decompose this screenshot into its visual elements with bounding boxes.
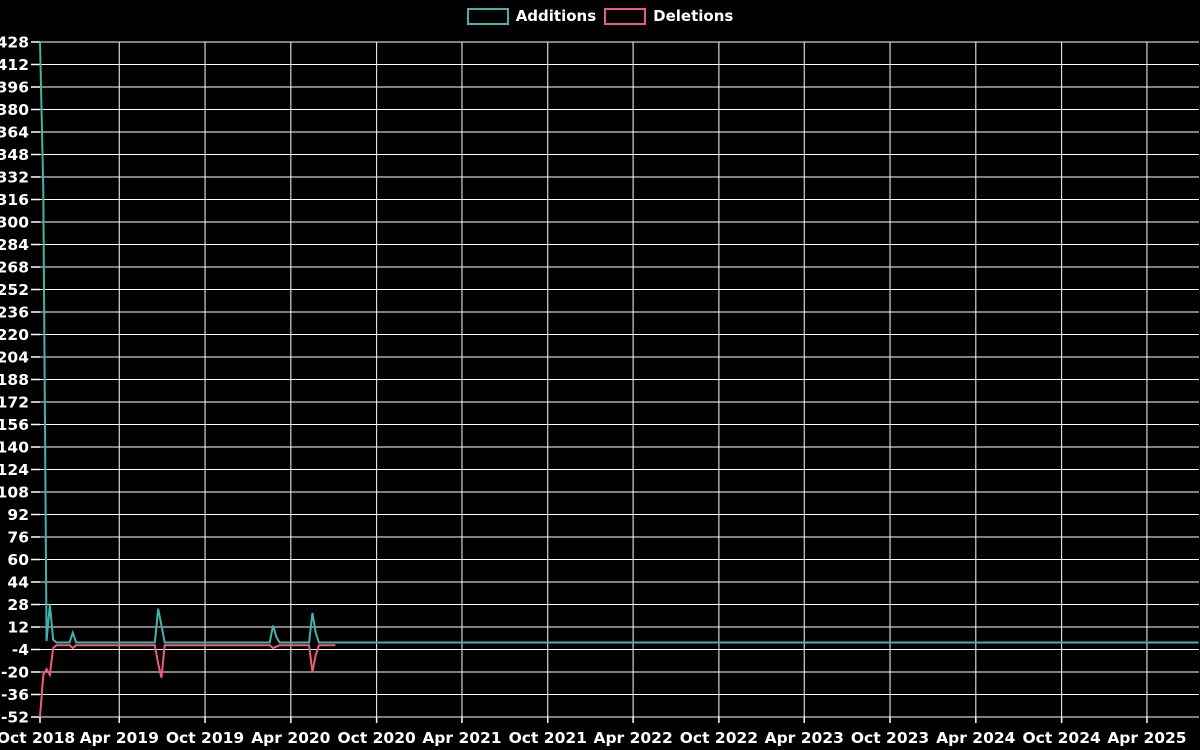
x-tick-label: Oct 2019 <box>166 729 244 747</box>
y-tick-label: 204 <box>0 349 29 367</box>
y-tick-label: 92 <box>7 506 29 524</box>
y-tick-label: 172 <box>0 394 29 412</box>
x-tick-label: Oct 2024 <box>1022 729 1101 747</box>
y-tick-label: -36 <box>1 686 29 704</box>
vertical-gridlines <box>118 42 1148 717</box>
y-tick-label: -20 <box>1 664 29 682</box>
y-tick-label: 28 <box>7 596 29 614</box>
y-tick-label: 124 <box>0 461 29 479</box>
y-tick-label: 220 <box>0 326 29 344</box>
y-tick-label: 348 <box>0 146 29 164</box>
y-tick-label: 268 <box>0 259 29 277</box>
y-tick-label: 140 <box>0 439 29 457</box>
data-series-lines <box>39 41 1199 718</box>
y-tick-label: 252 <box>0 281 29 299</box>
legend-item-deletions[interactable]: Deletions <box>604 7 733 25</box>
x-axis-labels: Oct 2018 Apr 2019 Oct 2019 Apr 2020 Oct 2020… <box>0 729 1187 747</box>
additions-legend-label: Additions <box>515 7 597 25</box>
x-tick-label: Apr 2023 <box>765 729 844 747</box>
y-tick-label: 300 <box>0 214 29 232</box>
y-tick-label: 380 <box>0 101 29 119</box>
x-tick-label: Apr 2019 <box>80 729 159 747</box>
y-tick-label: 396 <box>0 79 29 97</box>
x-tick-label: Apr 2022 <box>593 729 672 747</box>
x-tick-label: Oct 2021 <box>509 729 587 747</box>
deletions-line <box>39 644 336 718</box>
y-tick-label: 412 <box>0 56 29 74</box>
x-tick-label: Apr 2024 <box>936 729 1015 747</box>
y-tick-label: -52 <box>1 709 29 727</box>
deletions-legend-label: Deletions <box>653 7 734 25</box>
y-axis-labels: 428 412 396 380 364 348 332 316 300 284 268 252 236 2… <box>0 34 29 727</box>
y-tick-label: 108 <box>0 484 29 502</box>
x-tick-label: Oct 2023 <box>851 729 929 747</box>
y-tick-label: 44 <box>7 574 29 592</box>
x-tick-label: Oct 2022 <box>680 729 758 747</box>
y-tick-label: 236 <box>0 304 29 322</box>
x-tick-label: Oct 2018 <box>0 729 75 747</box>
additions-swatch-icon <box>466 7 509 25</box>
horizontal-gridlines <box>40 41 1199 718</box>
y-tick-label: 428 <box>0 34 29 52</box>
chart-legend: Additions Deletions <box>0 7 1200 25</box>
additions-line <box>39 41 1199 644</box>
x-tick-label: Oct 2020 <box>337 729 416 747</box>
y-tick-label: -4 <box>12 641 29 659</box>
y-tick-label: 76 <box>7 529 29 547</box>
y-tick-label: 188 <box>0 371 29 389</box>
y-tick-label: 316 <box>0 191 29 209</box>
y-tick-label: 332 <box>0 169 29 187</box>
y-tick-label: 60 <box>7 551 29 569</box>
y-tick-label: 364 <box>0 124 29 142</box>
x-tick-label: Apr 2021 <box>422 729 501 747</box>
axis-tick-marks <box>31 41 1148 723</box>
x-tick-label: Apr 2020 <box>251 729 330 747</box>
legend-item-additions[interactable]: Additions <box>466 7 597 25</box>
deletions-swatch-icon <box>604 7 647 25</box>
y-tick-label: 284 <box>0 236 29 254</box>
y-tick-label: 156 <box>0 416 29 434</box>
y-tick-label: 12 <box>7 619 29 637</box>
x-tick-label: Apr 2025 <box>1107 729 1186 747</box>
